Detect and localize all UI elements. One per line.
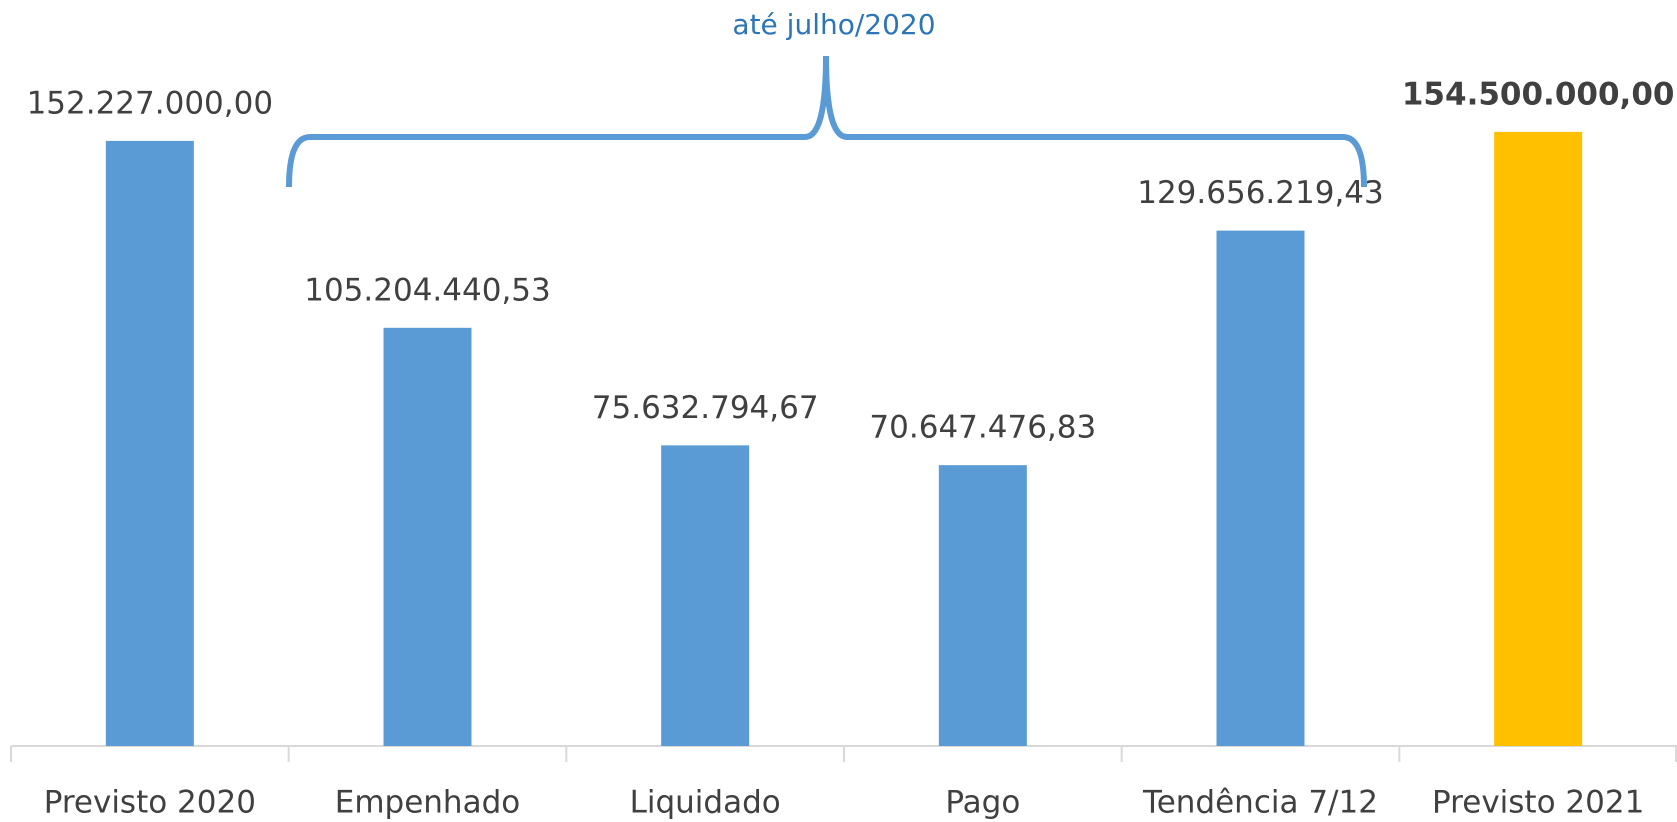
value-label: 129.656.219,43 xyxy=(1137,175,1384,211)
x-tick-label: Tendência 7/12 xyxy=(1142,785,1378,821)
annotation: até julho/2020 xyxy=(732,8,935,41)
value-label: 105.204.440,53 xyxy=(304,272,551,308)
x-tick-label: Pago xyxy=(945,785,1020,821)
bar xyxy=(1216,230,1305,747)
bar xyxy=(105,140,194,746)
bar xyxy=(938,465,1027,746)
value-label: 75.632.794,67 xyxy=(592,390,819,426)
x-tick-label: Previsto 2021 xyxy=(1432,785,1644,821)
bar xyxy=(383,327,472,746)
value-label: 154.500.000,00 xyxy=(1402,76,1675,112)
x-tick-label: Empenhado xyxy=(335,785,520,821)
bar xyxy=(1494,131,1583,747)
brace xyxy=(286,55,1367,188)
x-tick-label: Previsto 2020 xyxy=(44,785,256,821)
value-label: 70.647.476,83 xyxy=(869,410,1096,446)
bar xyxy=(661,445,750,746)
x-tick-label: Liquidado xyxy=(630,785,781,821)
value-label: 152.227.000,00 xyxy=(27,85,274,121)
